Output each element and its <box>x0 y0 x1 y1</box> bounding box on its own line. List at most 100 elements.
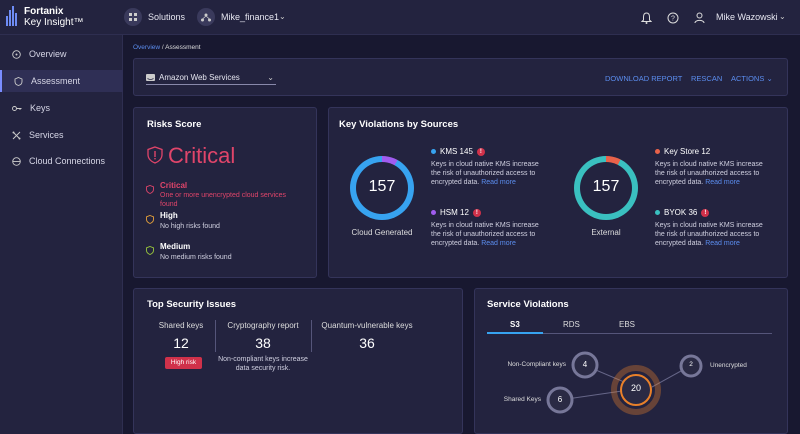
help-icon[interactable]: ? <box>667 11 679 29</box>
hsm-legend: HSM 12! <box>431 208 481 217</box>
noncompliant-node-value: 4 <box>582 360 588 369</box>
bell-icon[interactable] <box>640 11 653 29</box>
tab-ebs[interactable]: EBS <box>619 320 636 329</box>
shared-node-value: 6 <box>557 395 563 404</box>
tab-s3[interactable]: S3 <box>510 320 520 329</box>
chevron-down-icon: ⌄ <box>766 74 773 83</box>
key-store-legend: Key Store 12 <box>655 147 710 156</box>
divider <box>215 320 216 352</box>
top-security-issues-title: Top Security Issues <box>147 299 237 310</box>
gauge-icon <box>12 49 21 59</box>
cloud-provider-value: Amazon Web Services <box>159 72 240 82</box>
hsm-desc: Keys in cloud native KMS increase the ri… <box>431 222 539 247</box>
byok-dot <box>655 210 660 215</box>
sidebar-item-label: Keys <box>30 103 51 113</box>
external-label: External <box>591 228 621 237</box>
risk-level: Critical <box>168 143 236 168</box>
service-violations-graph <box>546 351 703 415</box>
fortanix-logo-icon <box>6 6 20 26</box>
unencrypted-node-value: 2 <box>689 361 693 368</box>
brand-name: Fortanix <box>24 6 64 17</box>
critical-label: Critical <box>160 181 188 190</box>
actions-label: ACTIONS <box>731 74 765 83</box>
breadcrumb-current: Assessment <box>165 44 201 51</box>
key-violations-title: Key Violations by Sources <box>339 119 459 130</box>
read-more-link[interactable]: Read more <box>705 240 740 247</box>
actions-menu-button[interactable]: ACTIONS ⌄ <box>731 74 773 83</box>
sidebar-item-assessment[interactable]: Assessment <box>0 70 123 92</box>
read-more-link[interactable]: Read more <box>481 179 516 186</box>
cloud-generated-label: Cloud Generated <box>351 228 413 237</box>
shield-icon <box>14 76 23 86</box>
warning-icon: ! <box>701 208 710 217</box>
sidebar-item-label: Cloud Connections <box>29 156 106 166</box>
medium-desc: No medium risks found <box>160 254 232 261</box>
quantum-vulnerable-value: 36 <box>359 335 375 351</box>
key-icon <box>12 105 22 111</box>
byok-desc: Keys in cloud native KMS increase the ri… <box>655 222 763 247</box>
unencrypted-node-label: Unencrypted <box>710 362 747 369</box>
shared-keys-value: 12 <box>173 335 189 351</box>
sidebar-item-cloud-connections[interactable]: Cloud Connections <box>0 150 123 172</box>
risks-score-title: Risks Score <box>147 119 202 130</box>
sidebar-item-services[interactable]: Services <box>0 124 123 146</box>
rescan-button[interactable]: RESCAN <box>691 74 723 83</box>
read-more-link[interactable]: Read more <box>705 179 740 186</box>
cloud-connection-icon <box>12 156 21 166</box>
grid-icon <box>124 8 142 26</box>
medium-shield-icon <box>146 242 154 260</box>
shared-keys-label: Shared keys <box>158 321 204 330</box>
byok-legend: BYOK 36! <box>655 208 710 217</box>
sidebar: Overview Assessment Keys Services Cloud … <box>0 35 123 434</box>
svg-text:?: ? <box>671 16 675 23</box>
cloud-generated-total: 157 <box>368 178 396 195</box>
sidebar-item-overview[interactable]: Overview <box>0 43 123 65</box>
high-risk-badge: High risk <box>165 357 202 369</box>
user-name[interactable]: Mike Wazowski <box>716 12 778 22</box>
center-node-value: 20 <box>630 383 641 393</box>
divider <box>311 320 312 352</box>
key-store-desc: Keys in cloud native KMS increase the ri… <box>655 161 763 186</box>
download-report-button[interactable]: DOWNLOAD REPORT <box>605 74 683 83</box>
service-violations-card <box>474 288 788 434</box>
chevron-down-icon[interactable]: ⌄ <box>779 12 786 21</box>
external-total: 157 <box>592 178 620 195</box>
breadcrumb-overview-link[interactable]: Overview <box>133 44 161 51</box>
toolbar-card <box>133 58 788 96</box>
risks-score-card <box>133 107 317 278</box>
critical-desc: One or more unencrypted cloud services f… <box>160 192 287 208</box>
chevron-down-icon: ⌄ <box>267 72 274 82</box>
sidebar-item-keys[interactable]: Keys <box>0 97 123 119</box>
hsm-dot <box>431 210 436 215</box>
sidebar-item-label: Services <box>29 130 64 140</box>
sidebar-item-label: Assessment <box>31 76 81 86</box>
active-tab-indicator <box>487 332 543 334</box>
solutions-button[interactable] <box>124 8 142 26</box>
cryptography-report-value: 38 <box>255 335 271 351</box>
services-icon <box>12 131 21 139</box>
cryptography-report-label: Cryptography report <box>227 321 299 330</box>
quantum-vulnerable-label: Quantum-vulnerable keys <box>321 321 413 330</box>
aws-icon <box>146 73 155 81</box>
key-store-label: Key Store 12 <box>664 147 711 156</box>
chevron-down-icon[interactable]: ⌄ <box>279 12 286 21</box>
key-store-dot <box>655 149 660 154</box>
tab-rds[interactable]: RDS <box>563 320 580 329</box>
sidebar-item-label: Overview <box>29 49 67 59</box>
high-desc: No high risks found <box>160 223 220 230</box>
kms-legend: KMS 145! <box>431 147 485 156</box>
shield-alert-icon <box>147 146 163 169</box>
read-more-link[interactable]: Read more <box>481 240 516 247</box>
account-label[interactable]: Mike_finance1 <box>221 12 280 22</box>
account-switcher[interactable] <box>197 8 215 26</box>
byok-label: BYOK 36 <box>664 208 698 217</box>
service-violations-title: Service Violations <box>487 299 569 310</box>
solutions-label[interactable]: Solutions <box>148 12 186 22</box>
high-shield-icon <box>146 211 154 229</box>
brand-product: Key Insight™ <box>24 17 84 28</box>
cloud-provider-select[interactable]: Amazon Web Services ⌄ <box>146 70 276 85</box>
cryptography-report-note: Non-compliant keys increase data securit… <box>218 356 308 372</box>
user-icon[interactable] <box>694 11 705 29</box>
breadcrumb: Overview / Assessment <box>133 44 201 51</box>
org-icon <box>197 8 215 26</box>
